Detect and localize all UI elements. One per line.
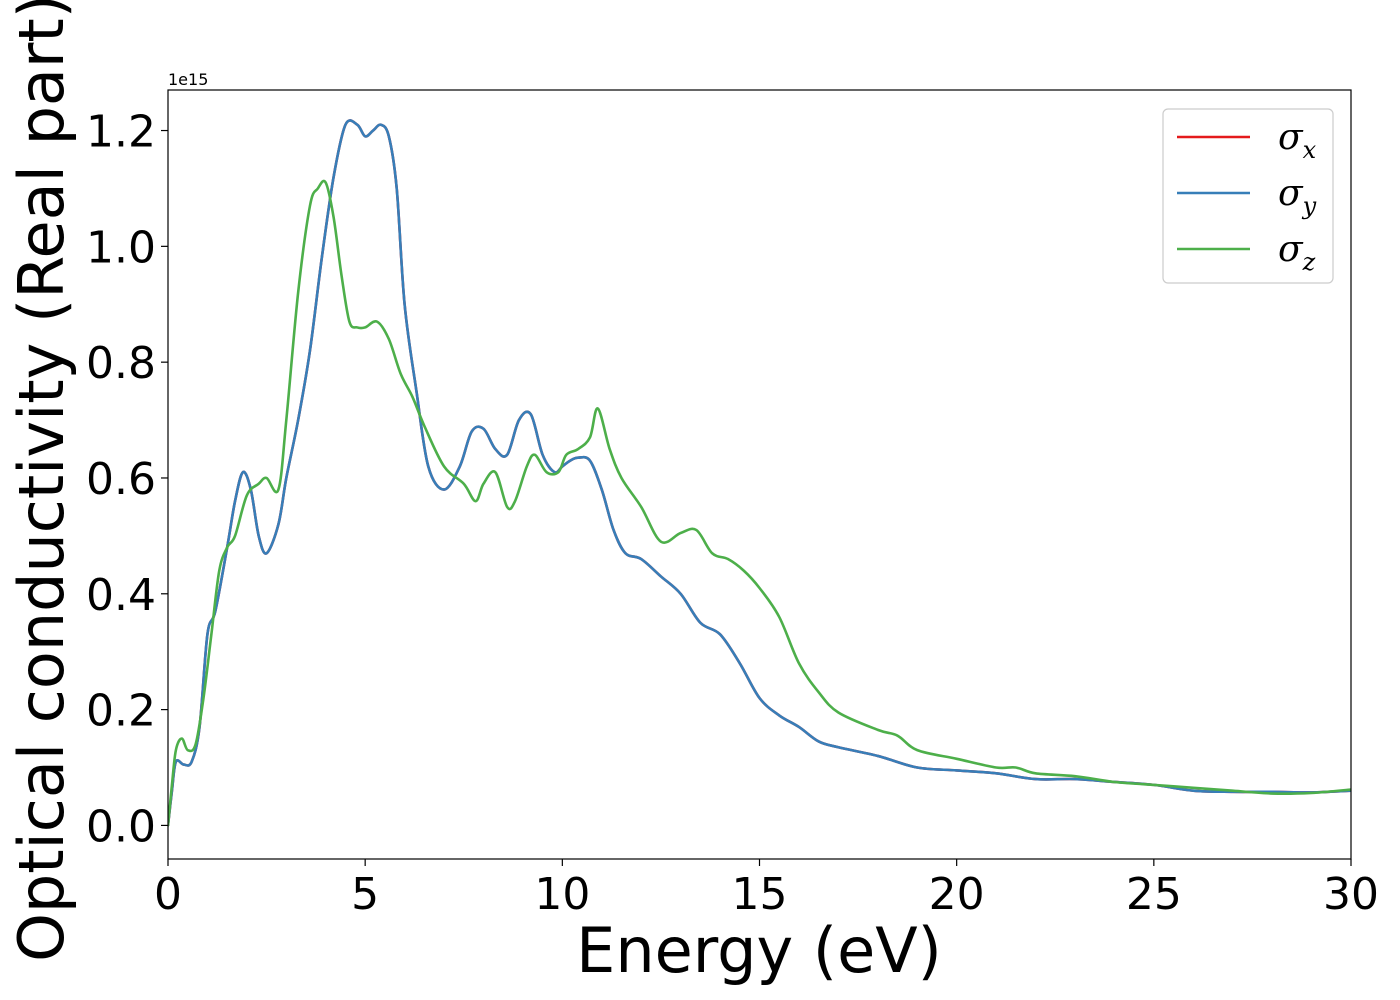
y-tick-label: 0.0 [86, 801, 156, 852]
legend-label-z: σz [1278, 229, 1316, 276]
y-axis-label: Optical conductivity (Real part) [5, 0, 78, 962]
series-line-y [168, 119, 1351, 827]
y-axis: 0.0 0.2 0.4 0.6 0.8 1.0 1.2 [86, 107, 168, 852]
y-tick-label: 0.6 [86, 454, 156, 505]
x-tick-label: 30 [1323, 869, 1379, 920]
series-layer [168, 119, 1351, 827]
legend-box [1162, 108, 1334, 284]
y-tick-label: 0.4 [86, 570, 156, 621]
y-tick-label: 0.2 [86, 686, 156, 737]
x-tick-label: 0 [154, 869, 182, 920]
series-line-z [168, 179, 1351, 827]
x-tick-label: 5 [351, 869, 379, 920]
x-axis-label: Energy (eV) [576, 914, 942, 987]
y-offset-label: 1e15 [168, 70, 208, 89]
x-tick-label: 10 [534, 869, 590, 920]
x-tick-label: 15 [732, 869, 788, 920]
x-tick-label: 25 [1126, 869, 1182, 920]
x-axis: 0 5 10 15 20 25 30 [154, 859, 1379, 920]
legend-label-x: σx [1278, 117, 1317, 164]
legend-label-y: σy [1278, 173, 1317, 220]
y-tick-label: 1.2 [86, 107, 156, 158]
x-tick-label: 20 [929, 869, 985, 920]
y-tick-label: 1.0 [86, 222, 156, 273]
legend: σx σy σz [1162, 108, 1334, 284]
y-tick-label: 0.8 [86, 338, 156, 389]
